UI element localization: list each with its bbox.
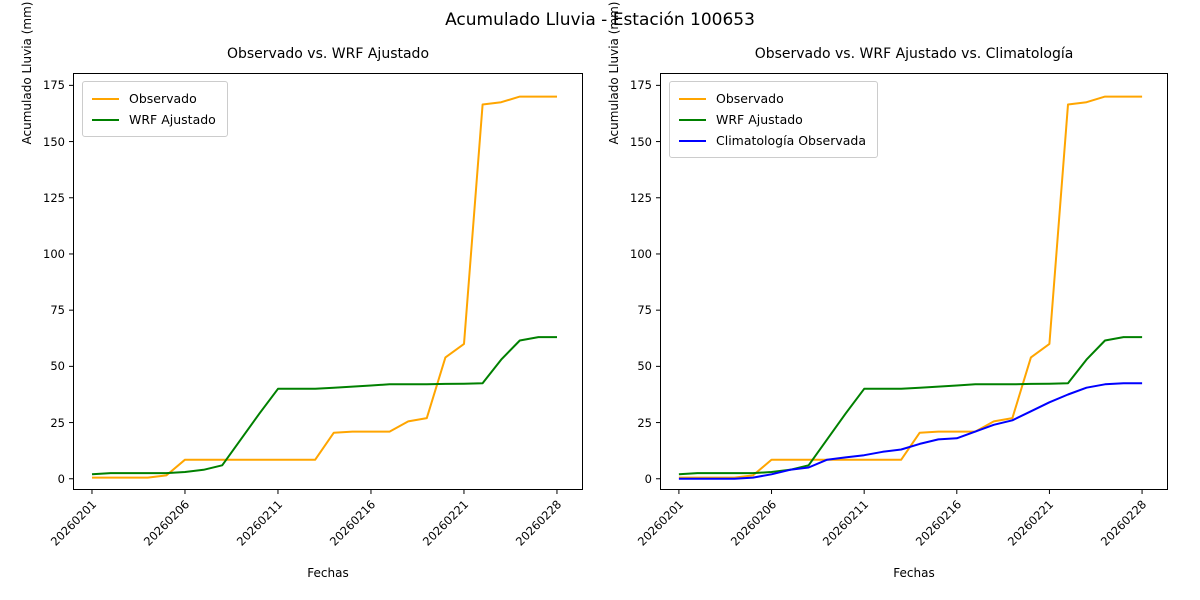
series-line-wrf-ajustado <box>678 336 1143 476</box>
y-tick-label: 100 <box>43 246 65 261</box>
legend-label: WRF Ajustado <box>716 112 803 127</box>
legend-line-swatch <box>92 118 119 121</box>
y-tick-label: 50 <box>637 359 652 374</box>
x-axis-label: Fechas <box>893 566 935 580</box>
legend-label: WRF Ajustado <box>129 112 216 127</box>
legend: Observado WRF Ajustado <box>82 81 228 137</box>
legend-label: Observado <box>129 91 197 106</box>
y-tick-label: 100 <box>630 246 652 261</box>
legend-item: WRF Ajustado <box>92 109 216 130</box>
legend-line-swatch <box>679 97 706 100</box>
y-tick-label: 25 <box>637 415 652 430</box>
subplot-title: Observado vs. WRF Ajustado vs. Climatolo… <box>754 46 1074 62</box>
legend-item: Observado <box>92 88 216 109</box>
y-tick-label: 75 <box>50 303 65 318</box>
y-tick-label: 125 <box>43 190 65 205</box>
legend-item: WRF Ajustado <box>679 109 866 130</box>
figure-title: Acumulado Lluvia - Estación 100653 <box>445 10 755 30</box>
series-line-wrf-ajustado <box>91 336 557 476</box>
legend-line-swatch <box>679 118 706 121</box>
x-axis-label: Fechas <box>307 566 349 580</box>
legend-line-swatch <box>92 97 119 100</box>
legend-label: Observado <box>716 91 784 106</box>
y-tick-label: 0 <box>57 471 65 486</box>
y-tick-label: 125 <box>630 190 652 205</box>
y-axis-label: Acumulado Lluvia (mm) <box>607 1 621 145</box>
legend-label: Climatología Observada <box>716 133 866 148</box>
y-axis-label: Acumulado Lluvia (mm) <box>20 1 34 145</box>
y-tick-label: 50 <box>50 359 65 374</box>
plot-area <box>69 73 583 494</box>
legend-item: Climatología Observada <box>679 130 866 151</box>
legend: Observado WRF Ajustado Climatología Observ… <box>669 81 878 158</box>
series-line-observado <box>92 95 557 479</box>
series-line-climatolog-a-observada <box>678 382 1143 480</box>
subplot-title: Observado vs. WRF Ajustado <box>226 46 430 62</box>
y-tick-label: 175 <box>43 78 65 93</box>
y-tick-label: 150 <box>630 134 652 149</box>
y-tick-label: 0 <box>644 471 652 486</box>
plot-area <box>656 73 1168 494</box>
legend-line-swatch <box>679 139 706 142</box>
y-tick-label: 75 <box>637 303 652 318</box>
y-tick-label: 25 <box>50 415 65 430</box>
y-tick-label: 175 <box>630 78 652 93</box>
y-tick-label: 150 <box>43 134 65 149</box>
legend-item: Observado <box>679 88 866 109</box>
